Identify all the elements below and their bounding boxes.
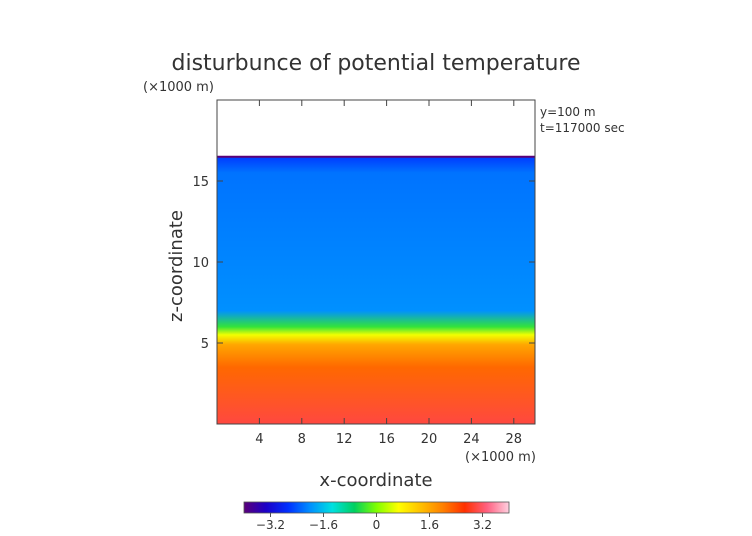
annotation-y: y=100 m [540, 105, 596, 119]
annotation-t: t=117000 sec [540, 121, 625, 135]
x-tick-label: 28 [506, 432, 523, 447]
x-axis-ticks: 4 8 12 16 20 24 28 [255, 100, 522, 447]
field-layer [217, 155, 535, 424]
x-tick-label: 12 [336, 432, 353, 447]
x-axis-label: x-coordinate [319, 470, 432, 491]
x-tick-label: 20 [421, 432, 438, 447]
y-axis-label: z-coordinate [166, 210, 187, 322]
chart-title: disturbunce of potential temperature [172, 51, 581, 76]
colorbar-tick-label: 0 [373, 518, 381, 532]
colorbar-tick-label: −1.6 [309, 518, 338, 532]
y-axis-ticks: 5 10 15 [192, 175, 535, 352]
x-tick-label: 8 [298, 432, 306, 447]
y-tick-label: 15 [192, 175, 209, 190]
colorbar-tick-label: 3.2 [473, 518, 492, 532]
y-tick-label: 5 [201, 337, 209, 352]
colorbar-tick-label: 1.6 [420, 518, 439, 532]
x-unit-label: (×1000 m) [465, 450, 536, 465]
x-tick-label: 24 [463, 432, 480, 447]
temperature-field [217, 156, 535, 424]
colorbar-tick-label: −3.2 [256, 518, 285, 532]
y-tick-label: 10 [192, 256, 209, 271]
colorbar [243, 501, 510, 514]
colorbar-ticks: −3.2 −1.6 0 1.6 3.2 [256, 513, 492, 532]
y-unit-label: (×1000 m) [143, 80, 214, 95]
x-tick-label: 16 [378, 432, 395, 447]
x-tick-label: 4 [255, 432, 263, 447]
field-group [217, 155, 535, 424]
